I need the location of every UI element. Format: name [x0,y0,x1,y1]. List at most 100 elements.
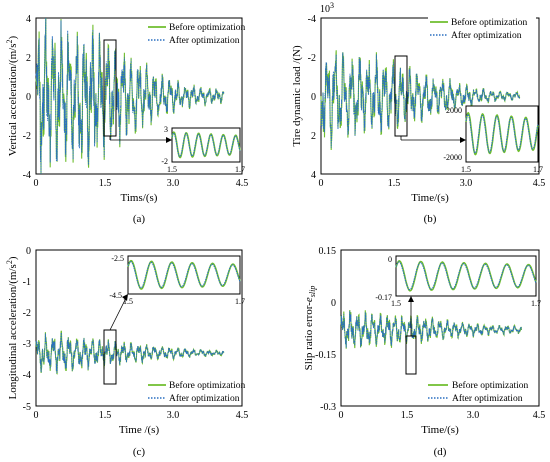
x-axis-label: Tims/(s) [121,192,158,204]
series-group [35,330,225,375]
x-tick-label: 3.0 [467,410,480,421]
inset-line-after [395,261,537,291]
inset-series-group [171,131,241,159]
x-tick-label: 0 [34,178,39,189]
legend-box [425,379,537,405]
y-exponent-label: 103 [320,1,334,15]
x-tick-label: 1.5 [388,178,401,189]
y-tick-label: -2 [308,53,316,64]
inset-x-tick: 1.7 [531,299,541,308]
y-tick-label: 2 [26,53,31,64]
y-tick-label: 0 [26,246,31,257]
panel-c: 0 -1 -2 -3 -4 -5 0 1.5 3.0 4.5 Time /(s)… [5,246,248,458]
legend: Before optimization After optimization [145,379,245,405]
zoom-pointer-arrow [109,297,127,331]
series-group [35,17,225,175]
legend-box [428,16,536,44]
inset-x-tick: 1.5 [167,165,177,174]
zoom-region-box [405,335,417,375]
panel-caption: (c) [133,446,146,458]
y-tick-label: -4 [308,14,316,25]
y-tick-label: 0 [311,92,316,103]
x-axis-label: Time /(s) [119,424,160,436]
inset-series-group [465,111,539,156]
x-tick-label: 4.5 [533,178,546,189]
y-tick-label: 2 [311,131,316,142]
x-axis-label: Time/(s) [421,424,459,436]
plot-frame [35,17,243,175]
x-ticks: 0 1.5 3.0 4.5 [319,178,546,189]
x-tick-label: 4.5 [236,410,249,421]
inset-line-after [171,132,241,158]
y-tick-label: -1 [23,277,31,288]
x-tick-label: 0 [339,410,344,421]
legend-label-before: Before optimization [169,380,245,391]
panel-a: 4 2 0 -2 -4 0 1.5 3.0 4.5 Tims/(s) Verti… [5,14,248,225]
inset-line-after [465,113,539,154]
series-line-after [35,17,225,175]
x-tick-label: 0 [319,178,324,189]
panel-d: 0.15 0 -0.15 -0.3 0 1.5 3.0 4.5 Time/(s)… [303,246,545,458]
x-tick-label: 0 [34,410,39,421]
inset-frame [171,127,241,163]
x-ticks: 0 1.5 3.0 4.5 [34,410,249,421]
panel-b: 103 -4 -2 0 2 4 0 1.5 3.0 4.5 Time/(s) T… [291,1,545,225]
y-tick-label: -0.3 [320,402,336,413]
y-ticks: -4 -2 0 2 4 [308,14,316,181]
x-tick-label: 1.5 [99,178,112,189]
inset-frame [127,255,241,295]
y-tick-label: 0.15 [319,246,337,257]
y-axis-label: Tire dynamic load /(N) [291,45,303,147]
y-tick-label: -5 [23,402,31,413]
legend-label-after: After optimization [169,393,240,404]
inset-line-before [171,131,241,159]
inset-y-tick: -4.5 [109,291,122,300]
arrow-head [460,137,466,143]
inset-y-tick: 2000 [446,106,462,115]
x-tick-label: 3.0 [167,178,180,189]
y-ticks: 4 2 0 -2 -4 [23,14,31,181]
y-tick-label: -0.15 [315,350,336,361]
inset-frame [465,105,539,163]
plot-frame [35,249,243,407]
x-tick-label: 1.5 [401,410,414,421]
legend-box [145,379,240,405]
inset-series-group [395,260,537,292]
y-tick-label: 0 [26,92,31,103]
x-tick-label: 4.5 [533,410,546,421]
series-line-after [320,52,521,148]
panel-caption: (a) [133,213,146,225]
y-tick-label: -3 [23,339,31,350]
y-tick-label: 0 [331,298,336,309]
inset-x-tick: 1.5 [123,297,133,306]
y-tick-label: 4 [311,170,316,181]
x-ticks: 0 1.5 3.0 4.5 [34,178,249,189]
arrow-head [166,137,172,143]
inset-y-tick: 3 [164,125,168,134]
y-tick-label: -2 [23,308,31,319]
legend-label-before: Before optimization [169,22,245,33]
series-line-before [35,17,225,174]
panel-caption: (b) [424,213,437,225]
x-ticks: 0 1.5 3.0 4.5 [339,410,546,421]
inset-y-tick: -2.5 [111,254,124,263]
legend: Before optimization After optimization [145,20,245,48]
panel-caption: (d) [434,446,447,458]
x-tick-label: 1.5 [99,410,112,421]
inset-x-tick: 1.5 [461,165,471,174]
x-tick-label: 4.5 [236,178,249,189]
y-axis-label: Slip ratio error-eslip [303,286,317,371]
y-tick-label: -4 [23,170,31,181]
arrow-head [122,294,128,301]
inset-x-tick: 1.7 [235,165,245,174]
series-group [320,50,521,151]
inset-frame [395,255,537,297]
y-tick-label: 4 [26,14,31,25]
legend-box [145,20,240,48]
legend-label-after: After optimization [452,393,523,404]
series-line-after [35,332,225,374]
plot-frame [340,249,540,407]
inset-y-tick: -0.17 [375,293,392,302]
x-tick-label: 3.0 [167,410,180,421]
